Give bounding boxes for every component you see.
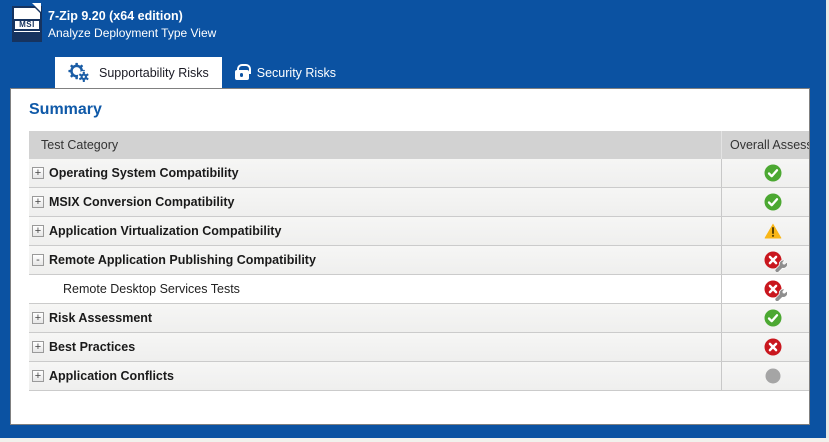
status-icon (764, 222, 782, 240)
expander-toggle[interactable]: + (32, 370, 44, 382)
package-title: 7-Zip 9.20 (x64 edition) (48, 9, 183, 23)
wrench-icon (775, 260, 787, 272)
tab-label: Supportability Risks (99, 65, 209, 80)
red-x-icon (764, 280, 782, 298)
category-cell: - Remote Application Publishing Compatib… (29, 246, 721, 274)
assessment-cell (721, 188, 809, 216)
expander-toggle[interactable]: + (32, 196, 44, 208)
summary-heading: Summary (29, 101, 102, 118)
status-icon (764, 164, 782, 182)
status-icon (764, 309, 782, 327)
msi-icon-label: MSI (19, 20, 35, 29)
gray-circle-icon (765, 368, 781, 384)
category-cell: + Risk Assessment (29, 304, 721, 332)
tab-security-risks[interactable]: Security Risks (222, 57, 349, 88)
lock-icon (234, 64, 251, 80)
expander-toggle[interactable]: - (32, 254, 44, 266)
tab-bar: Supportability Risks Security Risks (55, 57, 349, 88)
assessment-cell (721, 362, 809, 390)
table-row[interactable]: + Application Conflicts (29, 362, 809, 391)
warning-triangle-icon (764, 223, 782, 239)
window-header: MSI 7-Zip 9.20 (x64 edition) Analyze Dep… (0, 0, 826, 57)
expander-toggle[interactable]: + (32, 225, 44, 237)
summary-table: Test Category Overall Assessment + Opera… (29, 131, 809, 391)
expander-toggle[interactable]: + (32, 312, 44, 324)
status-icon (764, 338, 782, 356)
category-cell: Remote Desktop Services Tests (29, 275, 721, 303)
table-row[interactable]: Remote Desktop Services Tests (29, 275, 809, 304)
view-subtitle: Analyze Deployment Type View (48, 26, 217, 40)
assessment-cell (721, 333, 809, 361)
assessment-cell (721, 275, 809, 303)
category-cell: + MSIX Conversion Compatibility (29, 188, 721, 216)
msi-file-icon: MSI (12, 6, 42, 42)
tab-supportability-risks[interactable]: Supportability Risks (55, 57, 222, 88)
red-x-icon (764, 251, 782, 269)
category-label: Operating System Compatibility (49, 166, 239, 180)
expander-toggle[interactable]: + (32, 341, 44, 353)
gears-icon (68, 62, 91, 83)
category-cell: + Best Practices (29, 333, 721, 361)
green-check-icon (764, 193, 782, 211)
assessment-cell (721, 304, 809, 332)
category-label: MSIX Conversion Compatibility (49, 195, 235, 209)
category-label: Application Virtualization Compatibility (49, 224, 282, 238)
category-label: Best Practices (49, 340, 136, 354)
status-icon (764, 280, 787, 301)
green-check-icon (764, 164, 782, 182)
msi-icon-band: MSI (13, 19, 41, 31)
column-header-test-category: Test Category (41, 138, 119, 152)
table-row[interactable]: + Operating System Compatibility (29, 159, 809, 188)
wrench-icon (775, 289, 787, 301)
category-label: Remote Desktop Services Tests (63, 282, 240, 296)
window-edge-right (826, 0, 829, 442)
assessment-cell (721, 159, 809, 187)
assessment-cell (721, 217, 809, 245)
tab-label: Security Risks (256, 65, 336, 80)
category-label: Remote Application Publishing Compatibil… (49, 253, 316, 267)
table-row[interactable]: + Application Virtualization Compatibili… (29, 217, 809, 246)
table-row[interactable]: - Remote Application Publishing Compatib… (29, 246, 809, 275)
column-header-overall-assessment: Overall Assessment (721, 131, 809, 159)
category-label: Application Conflicts (49, 369, 174, 383)
window-edge-bottom (0, 438, 829, 442)
category-cell: + Operating System Compatibility (29, 159, 721, 187)
table-row[interactable]: + Best Practices (29, 333, 809, 362)
content-panel: Summary Test Category Overall Assessment… (10, 88, 810, 425)
category-label: Risk Assessment (49, 311, 153, 325)
category-cell: + Application Conflicts (29, 362, 721, 390)
red-x-icon (764, 338, 782, 356)
table-body: + Operating System Compatibility (29, 159, 809, 391)
msi-icon-footer (14, 32, 40, 40)
table-header-row: Test Category Overall Assessment (29, 131, 809, 159)
green-check-icon (764, 309, 782, 327)
expander-toggle[interactable]: + (32, 167, 44, 179)
status-icon (764, 367, 782, 385)
table-row[interactable]: + MSIX Conversion Compatibility (29, 188, 809, 217)
table-row[interactable]: + Risk Assessment (29, 304, 809, 333)
status-icon (764, 251, 787, 272)
category-cell: + Application Virtualization Compatibili… (29, 217, 721, 245)
status-icon (764, 193, 782, 211)
page-fold-corner (33, 6, 42, 15)
assessment-cell (721, 246, 809, 274)
